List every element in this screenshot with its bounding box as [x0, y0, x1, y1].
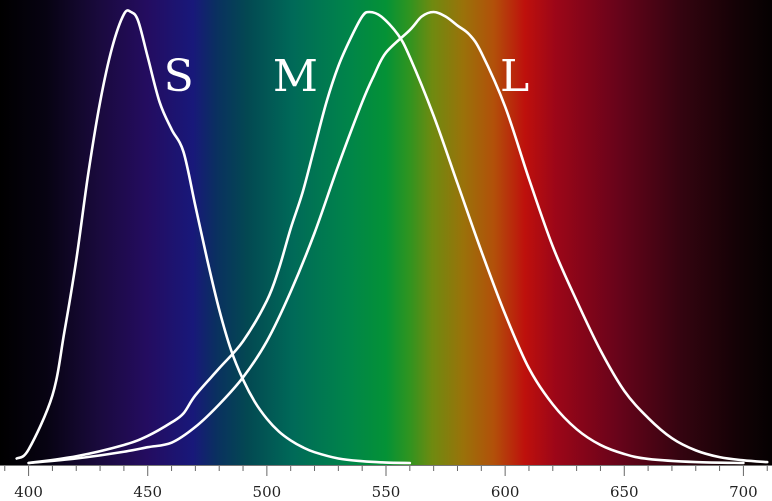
curve-l — [27, 10, 769, 465]
x-tick-label: 450 — [133, 483, 162, 501]
x-axis-ticks — [4, 466, 768, 476]
x-tick-label: 500 — [253, 483, 282, 501]
x-axis-tick-labels: 400 450 500 550 600 650 700 — [14, 483, 757, 501]
curve-label-m: M — [273, 51, 318, 102]
curve-s — [15, 9, 412, 465]
x-tick-label: 600 — [491, 483, 520, 501]
x-tick-label: 550 — [372, 483, 401, 501]
x-tick-label: 400 — [14, 483, 43, 501]
x-tick-label: 700 — [729, 483, 758, 501]
sensitivity-curves — [15, 9, 769, 465]
curve-m — [27, 10, 745, 465]
curve-label-l: L — [500, 51, 529, 102]
curve-label-s: S — [164, 51, 194, 102]
x-tick-label: 650 — [610, 483, 639, 501]
spectrum-background — [0, 0, 772, 466]
